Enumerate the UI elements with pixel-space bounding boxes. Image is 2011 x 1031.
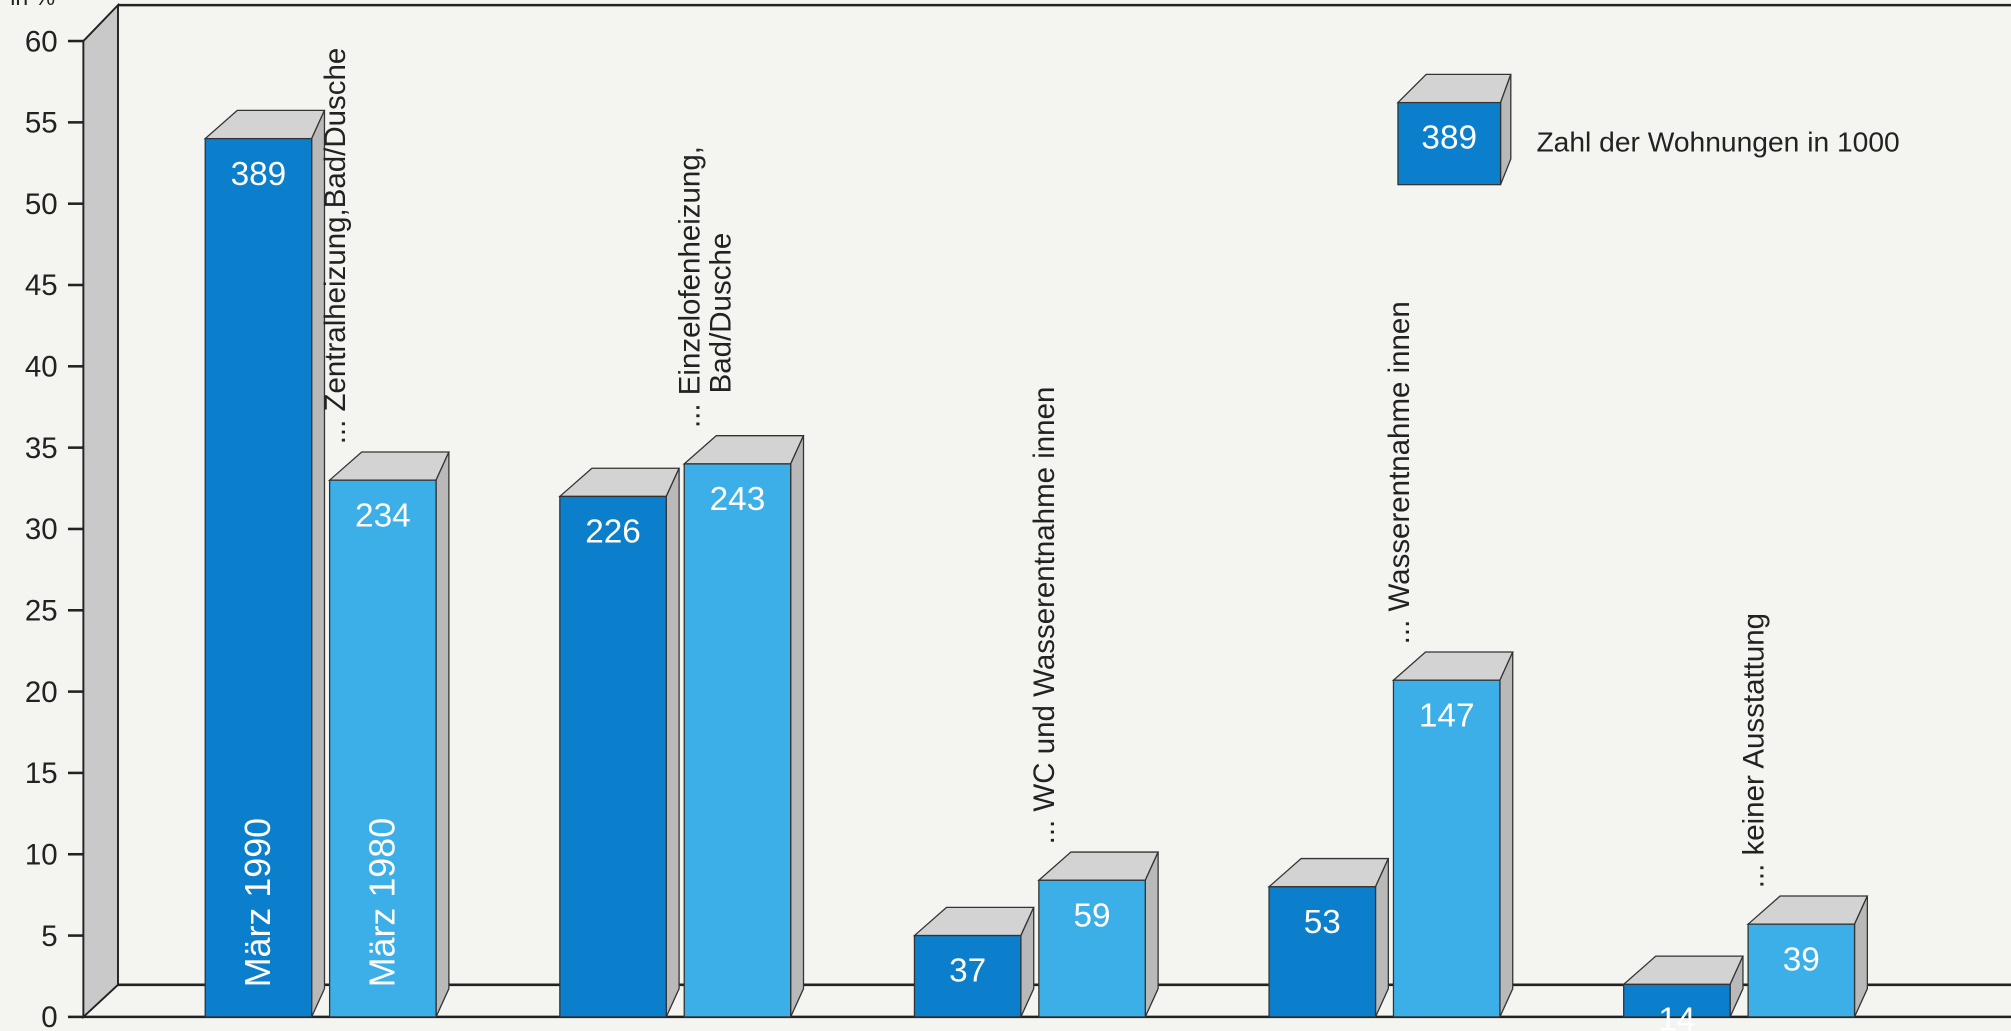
bar xyxy=(1038,879,1146,1018)
count-label: 226 xyxy=(585,514,641,551)
bar xyxy=(1623,983,1731,1018)
category-label: ... Wasserentnahme innen xyxy=(1383,301,1416,644)
y-tick-label: 20 xyxy=(25,676,58,709)
y-tick-label: 60 xyxy=(25,25,58,58)
axis-unit: in % xyxy=(10,0,55,10)
bar xyxy=(328,479,437,1018)
bar-side xyxy=(1144,851,1159,1018)
y-tick-label: 45 xyxy=(25,269,58,302)
bar xyxy=(683,463,792,1018)
count-label: 243 xyxy=(710,481,766,518)
category-label: ... WC und Wasserentnahme innen xyxy=(1028,387,1061,845)
bar xyxy=(1392,679,1501,1018)
bar-side xyxy=(435,451,450,1018)
count-label: 147 xyxy=(1419,697,1475,734)
y-tick-label: 30 xyxy=(25,513,58,546)
y-tick-label: 5 xyxy=(41,920,57,953)
y-tick-label: 25 xyxy=(25,595,58,628)
count-label: 389 xyxy=(231,156,287,193)
y-tick-label: 55 xyxy=(25,107,58,140)
bar-side xyxy=(665,467,680,1018)
count-label: 39 xyxy=(1783,941,1820,978)
legend-sample: 389 xyxy=(1421,120,1477,157)
category-label: ... keiner Ausstattung xyxy=(1737,613,1770,888)
count-label: 37 xyxy=(949,953,986,990)
count-label: 59 xyxy=(1074,897,1111,934)
y-tick-label: 40 xyxy=(25,351,58,384)
series-label: März 1990 xyxy=(238,818,278,988)
bar xyxy=(1747,923,1856,1018)
bar xyxy=(1268,886,1377,1018)
category-label: ... Einzelofenheizung, xyxy=(674,146,707,428)
bar-side xyxy=(1499,651,1514,1018)
count-label: 53 xyxy=(1304,904,1341,941)
bar-side xyxy=(790,435,805,1018)
y-tick-label: 10 xyxy=(25,839,58,872)
bar-side xyxy=(1374,858,1389,1018)
y-tick-label: 35 xyxy=(25,432,58,465)
bar xyxy=(913,934,1022,1018)
legend-label: Zahl der Wohnungen in 1000 xyxy=(1536,125,1899,157)
count-label: 14 xyxy=(1658,1002,1695,1031)
count-label: 234 xyxy=(355,497,411,534)
y-tick-label: 0 xyxy=(41,1001,57,1031)
y-tick-label: 50 xyxy=(25,188,58,221)
bar xyxy=(204,137,313,1018)
series-label: März 1980 xyxy=(362,818,402,988)
legend-swatch xyxy=(1397,101,1502,186)
y-tick-label: 15 xyxy=(25,757,58,790)
category-label: ... Zentralheizung,Bad/Dusche xyxy=(319,48,352,445)
side-wall xyxy=(82,2,119,1020)
category-label: Bad/Dusche xyxy=(704,233,737,394)
bar xyxy=(559,495,667,1018)
